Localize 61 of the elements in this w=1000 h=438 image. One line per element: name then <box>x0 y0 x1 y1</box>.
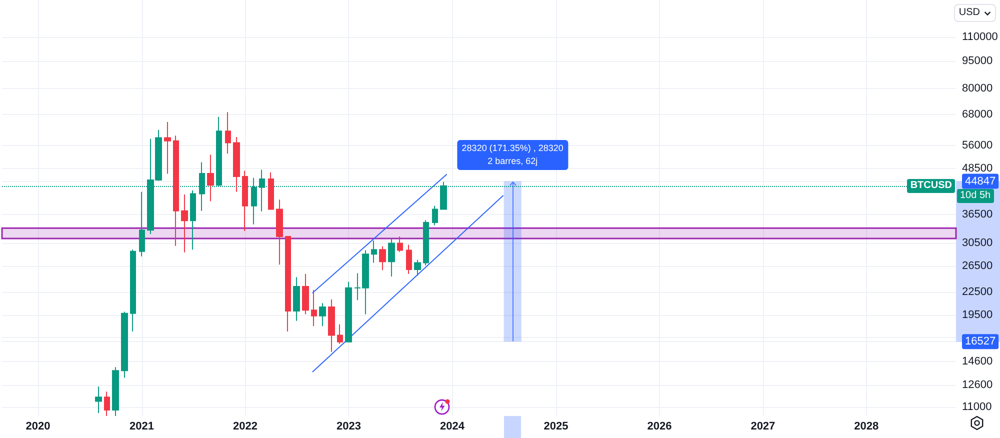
x-tick-label: 2024 <box>440 420 466 432</box>
candlestick <box>225 112 231 154</box>
y-tick-label: 26500 <box>962 260 993 272</box>
y-tick-label: 30500 <box>962 237 993 250</box>
candlestick <box>397 236 403 252</box>
candlestick <box>423 220 429 266</box>
y-tick-label: 11000 <box>962 400 992 413</box>
candlestick <box>173 135 179 246</box>
candlestick <box>432 205 438 226</box>
candlestick <box>388 238 395 277</box>
y-tick-label: 22500 <box>962 286 993 298</box>
candlestick <box>242 170 248 232</box>
candlestick <box>112 366 119 416</box>
y-tick-label: 95000 <box>962 54 993 67</box>
y-tick-label: 16527 <box>965 336 996 348</box>
candlestick <box>328 298 335 352</box>
candlestick <box>95 386 102 414</box>
candlestick <box>285 236 291 332</box>
x-tick-label: 2028 <box>854 420 879 432</box>
x-tick-label: 2021 <box>130 420 154 432</box>
candlestick <box>139 191 145 257</box>
candlestick <box>268 172 274 210</box>
y-tick-label: 48500 <box>962 162 993 175</box>
x-tick-label: 2022 <box>233 420 258 432</box>
y-tick-label: 80000 <box>962 82 993 94</box>
candlestick <box>337 324 343 344</box>
y-tick-label: 110000 <box>962 31 998 44</box>
candlestick <box>414 259 421 276</box>
x-tick-label: 2025 <box>544 420 568 432</box>
candlestick <box>406 244 412 274</box>
candlestick <box>379 246 386 271</box>
candlestick <box>104 391 110 416</box>
candlestick <box>293 276 300 322</box>
annotation: 28320 (171.35%) , 28320 2 barres, 62j <box>456 140 568 170</box>
y-tick-label: 68000 <box>962 108 993 120</box>
text: 10d 5h <box>957 188 994 203</box>
y-tick-label: 36500 <box>962 208 993 220</box>
candlestick <box>207 154 214 202</box>
y-tick-label: 44847 <box>965 175 996 188</box>
candlestick <box>371 240 377 264</box>
candlestick <box>319 302 326 327</box>
dropdown-button: USD <box>954 4 996 22</box>
candlestick <box>164 121 171 174</box>
candlestick <box>130 249 136 332</box>
y-tick-label: 12600 <box>962 379 993 392</box>
y-tick-label: 19500 <box>962 309 993 322</box>
y-tick-label: 56000 <box>962 140 993 152</box>
candlestick <box>311 289 317 327</box>
candlestick <box>121 311 128 378</box>
x-tick-label: 2020 <box>26 420 50 432</box>
x-tick-label: 2027 <box>750 420 776 432</box>
ref-line-label: BTCUSD <box>907 178 955 193</box>
candlestick <box>276 199 283 266</box>
candlestick <box>181 194 188 253</box>
x-tick-label: 2023 <box>336 420 361 432</box>
candlestick <box>233 136 240 192</box>
candlestick <box>190 190 196 250</box>
x-tick-label: 2026 <box>647 420 672 432</box>
candlestick <box>302 273 309 315</box>
y-tick-label: 14600 <box>962 356 993 368</box>
candlestick <box>345 281 352 342</box>
